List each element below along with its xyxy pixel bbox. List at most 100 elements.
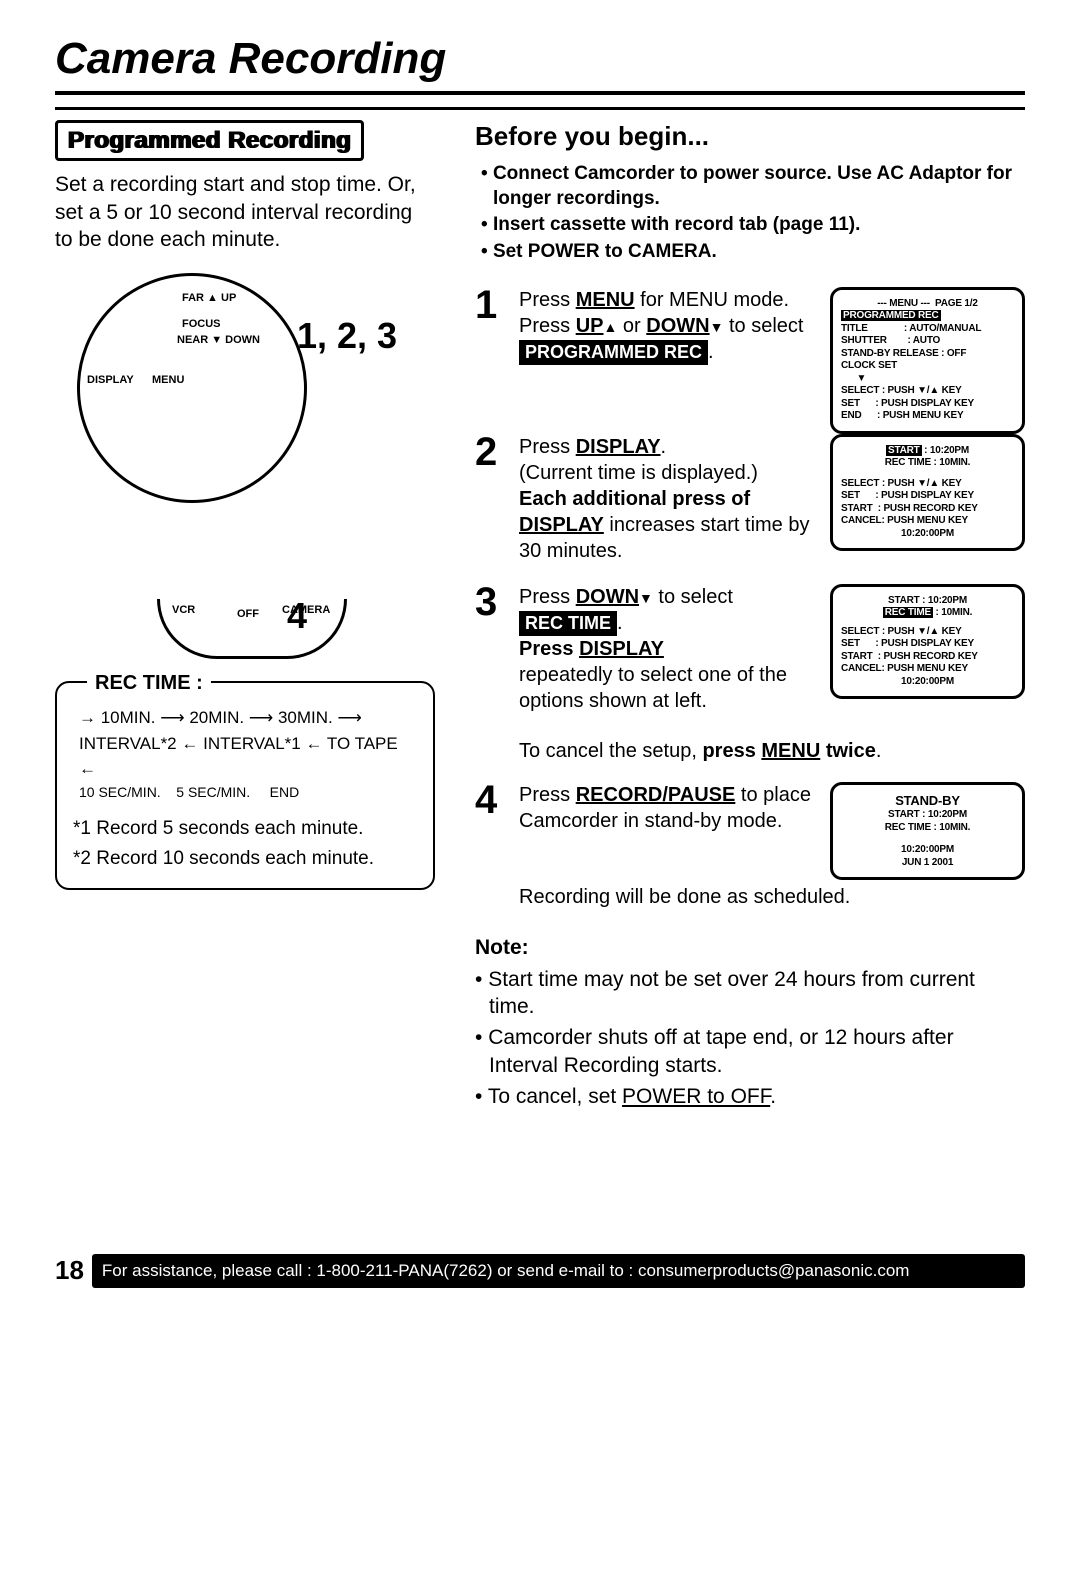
lcd-line: 10:20:00PM xyxy=(841,676,1014,689)
lcd-line: END : PUSH MENU KEY xyxy=(841,410,1014,423)
page-number: 18 xyxy=(55,1254,84,1288)
t: to select xyxy=(723,315,803,337)
t: (Current time is displayed.) xyxy=(519,462,758,484)
t: Press xyxy=(519,289,576,311)
footnote-1: *1 Record 5 seconds each minute. xyxy=(73,817,417,842)
pill-rectime: REC TIME xyxy=(519,611,617,636)
step-number-4: 4 xyxy=(475,782,505,818)
note-heading: Note: xyxy=(475,934,1025,961)
up-icon xyxy=(603,315,617,337)
rt-10s: 10 SEC/MIN. xyxy=(79,784,161,800)
lcd-line: SELECT : PUSH ▼/▲ KEY xyxy=(841,626,1014,639)
rectime-flow-2: INTERVAL*2 ← INTERVAL*1 ← TO TAPE ← xyxy=(79,731,417,782)
label-off: OFF xyxy=(237,607,259,621)
rt-tape: TO TAPE xyxy=(327,734,398,753)
step-number-2: 2 xyxy=(475,434,505,470)
lcd-line: START : 10:20PM xyxy=(841,809,1014,822)
rectime-title: REC TIME : xyxy=(87,670,211,696)
note-list: Start time may not be set over 24 hours … xyxy=(475,966,1025,1110)
label-camera: CAMERA xyxy=(282,603,330,617)
lcd-line: REC TIME : 10MIN. xyxy=(841,457,1014,470)
step-number-3: 3 xyxy=(475,584,505,620)
lcd-line: START : 10:20PM xyxy=(841,445,1014,458)
lcd-line: SHUTTER : AUTO xyxy=(841,335,1014,348)
lcd-inv: START xyxy=(886,445,922,456)
lcd-line: CLOCK SET xyxy=(841,360,1014,373)
t: or xyxy=(617,315,646,337)
kw-record-pause: RECORD/PAUSE xyxy=(576,784,736,806)
rectime-flow: → 10MIN. ⟶ 20MIN. ⟶ 30MIN. ⟶ INTERVAL*2 … xyxy=(79,705,417,803)
section-badge: Programmed Recording xyxy=(55,120,364,161)
page-title: Camera Recording xyxy=(55,30,1025,95)
lcd-line: START : PUSH RECORD KEY xyxy=(841,651,1014,664)
step-4-body: Press RECORD/PAUSE to place Camcorder in… xyxy=(519,782,816,834)
kw-up: UP xyxy=(576,315,604,337)
kw-down: DOWN xyxy=(646,315,709,337)
label-far-up: FAR ▲ UP xyxy=(182,291,236,305)
title-rule xyxy=(55,107,1025,110)
step-2-body: Press DISPLAY. (Current time is displaye… xyxy=(519,434,816,564)
kw-menu: MENU xyxy=(576,289,635,311)
footnote-2: *2 Record 10 seconds each minute. xyxy=(73,847,417,872)
lcd-line-inv: PROGRAMMED REC xyxy=(841,310,941,321)
lcd-line: ▼ xyxy=(841,373,1014,386)
rectime-flow-3: 10 SEC/MIN. 5 SEC/MIN. END xyxy=(79,782,417,803)
t: Each additional press of xyxy=(519,488,750,510)
lcd-line: SELECT : PUSH ▼/▲ KEY xyxy=(841,385,1014,398)
t: : 10MIN. xyxy=(933,607,972,618)
before-heading: Before you begin... xyxy=(475,120,1025,154)
lcd-line: 10:20:00PM xyxy=(841,528,1014,541)
step-3-cancel: To cancel the setup, press MENU twice. xyxy=(519,738,1025,764)
step-number-1: 1 xyxy=(475,287,505,323)
label-near-down: NEAR ▼ DOWN xyxy=(177,333,260,347)
rt-end: END xyxy=(270,784,300,800)
t: . xyxy=(661,436,667,458)
lcd-screen-4: STAND-BY START : 10:20PM REC TIME : 10MI… xyxy=(830,782,1025,880)
step-1-body: Press MENU for MENU mode. Press UP or DO… xyxy=(519,287,816,365)
lcd-line: SET : PUSH DISPLAY KEY xyxy=(841,638,1014,651)
t: repeatedly to select one of the options … xyxy=(519,664,787,712)
rectime-box: REC TIME : → 10MIN. ⟶ 20MIN. ⟶ 30MIN. ⟶ … xyxy=(55,681,435,890)
lcd-line: 10:20:00PM xyxy=(841,844,1014,857)
rt-int1: INTERVAL*1 xyxy=(203,734,301,753)
camcorder-diagram: FAR ▲ UP FOCUS NEAR ▼ DOWN DISPLAY MENU … xyxy=(55,271,435,661)
t: . xyxy=(617,612,623,634)
t: Press xyxy=(519,436,576,458)
kw-down: DOWN xyxy=(576,586,639,608)
t: Press xyxy=(519,784,576,806)
callout-123: 1, 2, 3 xyxy=(297,313,397,360)
lcd-line: CANCEL: PUSH MENU KEY xyxy=(841,515,1014,528)
t: . xyxy=(708,341,714,363)
label-menu: MENU xyxy=(152,373,184,387)
before-item: Insert cassette with record tab (page 11… xyxy=(481,213,1025,238)
lcd-line: TITLE : AUTO/MANUAL xyxy=(841,323,1014,336)
label-vcr: VCR xyxy=(172,603,195,617)
footer-assistance: For assistance, please call : 1-800-211-… xyxy=(92,1254,1025,1288)
step-4-after: Recording will be done as scheduled. xyxy=(519,884,1025,910)
before-item: Connect Camcorder to power source. Use A… xyxy=(481,162,1025,211)
rt-int2: INTERVAL*2 xyxy=(79,734,177,753)
rectime-flow-1: → 10MIN. ⟶ 20MIN. ⟶ 30MIN. ⟶ xyxy=(79,705,417,731)
kw-display: DISPLAY xyxy=(576,436,661,458)
note-item: Camcorder shuts off at tape end, or 12 h… xyxy=(475,1024,1025,1079)
down-icon xyxy=(639,586,653,608)
lcd-line: JUN 1 2001 xyxy=(841,857,1014,870)
label-focus: FOCUS xyxy=(182,317,221,331)
t: Press xyxy=(519,638,579,660)
t: to select xyxy=(653,586,733,608)
note-item: Start time may not be set over 24 hours … xyxy=(475,966,1025,1021)
rt-5s: 5 SEC/MIN. xyxy=(176,784,250,800)
t: Press xyxy=(519,586,576,608)
lcd-line: START : PUSH RECORD KEY xyxy=(841,503,1014,516)
lcd-line: STAND-BY xyxy=(841,793,1014,809)
lcd-line: --- MENU --- PAGE 1/2 xyxy=(841,298,1014,311)
down-icon xyxy=(710,315,724,337)
section-intro: Set a recording start and stop time. Or,… xyxy=(55,171,435,253)
before-list: Connect Camcorder to power source. Use A… xyxy=(481,162,1025,265)
lcd-screen-2: START : 10:20PM REC TIME : 10MIN. SELECT… xyxy=(830,434,1025,552)
lcd-line: CANCEL: PUSH MENU KEY xyxy=(841,663,1014,676)
lcd-line: REC TIME : 10MIN. xyxy=(841,607,1014,620)
lcd-inv: REC TIME xyxy=(883,607,933,618)
lcd-screen-1: --- MENU --- PAGE 1/2 PROGRAMMED REC TIT… xyxy=(830,287,1025,434)
lcd-line: SET : PUSH DISPLAY KEY xyxy=(841,490,1014,503)
